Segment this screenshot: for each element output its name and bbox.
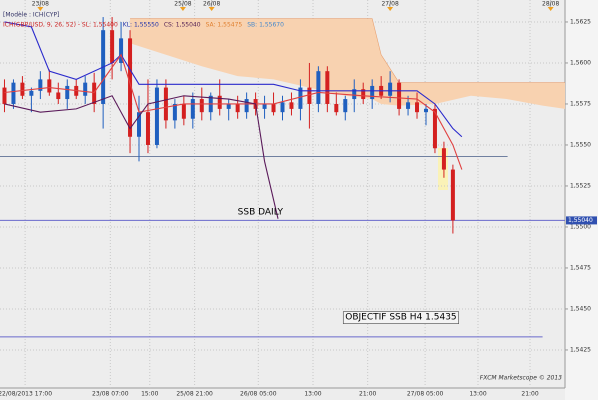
y-tick-label: 1,5425 [570, 346, 591, 353]
top-tick-marker [179, 7, 186, 11]
candle-body [423, 108, 428, 113]
annotation: OBJECTIF SSB H4 1.5435 [345, 313, 456, 323]
top-tick-label: 23/08 [32, 1, 49, 8]
candle-body [406, 102, 411, 109]
y-tick-label: 1,5600 [570, 59, 591, 66]
candle-body [65, 85, 70, 100]
y-tick-label: 1,5550 [570, 141, 591, 148]
candle-body [110, 30, 115, 63]
candle-body [83, 82, 88, 96]
x-tick-label: 27/08 05:00 [407, 391, 444, 398]
candle-body [226, 103, 231, 109]
header-text: [Modèle : ICH(CYP] [3, 12, 59, 19]
annotation: SSB DAILY [238, 208, 284, 218]
candle-body [181, 103, 186, 119]
candle-body [235, 103, 240, 113]
candle-body [432, 108, 437, 149]
header-text: SA: 1,55475 [206, 22, 243, 29]
candle-body [145, 112, 150, 145]
candle-body [199, 99, 204, 113]
x-tick-label: 13:00 [469, 391, 486, 398]
candle-body [271, 103, 276, 113]
candle-body [325, 71, 330, 104]
y-tick-label: 1,5500 [570, 223, 591, 230]
candle-body [280, 102, 285, 113]
header-text: SB: 1,55670 [247, 22, 284, 29]
candle-body [128, 38, 133, 137]
candle-body [2, 87, 7, 104]
candle-body [11, 82, 16, 104]
candle-body [298, 87, 303, 109]
candle-body [415, 102, 420, 113]
candle-body [450, 169, 455, 221]
candle-body [92, 82, 97, 104]
top-tick-label: 26/08 [203, 1, 220, 8]
candle-body [289, 102, 294, 109]
x-tick-label: 21:00 [521, 391, 538, 398]
candle-body [137, 112, 142, 137]
candle-body [56, 92, 61, 100]
annotation-box [342, 311, 459, 324]
top-tick-label: 25/08 [174, 1, 191, 8]
x-tick-label: 13:00 [304, 391, 321, 398]
candle-body [370, 85, 375, 100]
candle-body [388, 82, 393, 96]
indicator-line [4, 53, 463, 170]
candle-body [190, 99, 195, 119]
top-tick-marker [547, 7, 554, 11]
last-price-label: 1,55040 [568, 217, 593, 224]
y-tick-label: 1,5525 [570, 182, 591, 189]
candle-body [217, 95, 222, 109]
candle-body [29, 90, 34, 96]
candle-body [397, 82, 402, 109]
y-tick-label: 1,5450 [570, 305, 591, 312]
y-tick-label: 1,5625 [570, 18, 591, 25]
x-tick-label: 26/08 05:00 [240, 391, 277, 398]
candle-body [38, 79, 43, 91]
top-tick-label: 28/08 [542, 1, 559, 8]
candle-body [154, 87, 159, 145]
header-text: KL: 1,55550 [123, 22, 159, 29]
y-tick-label: 1,5475 [570, 264, 591, 271]
header-text: CS: 1,55040 [164, 22, 201, 29]
candle-body [20, 82, 25, 96]
x-tick-label: 22/08/2013 17:00 [0, 391, 52, 398]
ichimoku-cloud [130, 18, 566, 109]
top-tick-marker [208, 7, 215, 11]
candle-body [334, 103, 339, 113]
top-tick-label: 27/08 [381, 1, 398, 8]
footer: FXCM Marketscope © 2013 [480, 375, 562, 382]
candle-body [163, 87, 168, 121]
candle-body [172, 103, 177, 121]
x-tick-label: 21:00 [359, 391, 376, 398]
candle-body [343, 99, 348, 113]
candle-body [316, 71, 321, 104]
x-tick-label: 25/08 21:00 [176, 391, 213, 398]
candle-body [352, 89, 357, 100]
header-text: ICH(GBP/USD, 9, 26, 52) - SL: 1,55400 [3, 22, 118, 29]
cloud-sb [130, 18, 565, 83]
candle-body [47, 79, 52, 93]
last-price-box [566, 216, 597, 225]
y-tick-label: 1,5575 [570, 100, 591, 107]
indicator-line [4, 21, 463, 138]
top-tick-marker [37, 7, 44, 11]
candle-body [361, 89, 366, 100]
candle-body [262, 103, 267, 109]
top-tick-marker [387, 7, 394, 11]
candle-body [307, 87, 312, 104]
x-tick-label: 23/08 07:00 [92, 391, 129, 398]
price-axis-panel [565, 0, 598, 400]
candle-body [441, 148, 446, 170]
candle-body [244, 99, 249, 113]
x-tick-label: 15:00 [141, 391, 158, 398]
indicator-line [4, 95, 279, 219]
candle-body [119, 38, 124, 63]
